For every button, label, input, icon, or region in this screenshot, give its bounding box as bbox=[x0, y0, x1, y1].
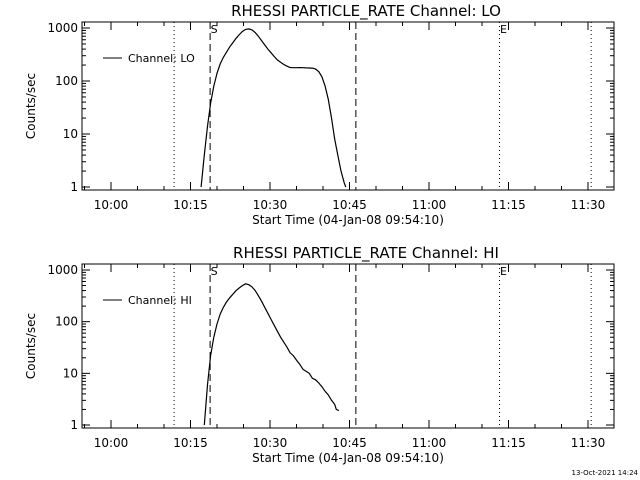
panel-lo: RHESSI PARTICLE_RATE Channel: LO Counts/s… bbox=[24, 2, 615, 227]
x-tick-label: 11:30 bbox=[571, 436, 606, 450]
plot-frame bbox=[81, 263, 615, 429]
x-tick-label: 10:15 bbox=[173, 198, 208, 212]
x-tick-label: 10:45 bbox=[332, 198, 367, 212]
print-timestamp: 13-Oct-2021 14:24 bbox=[572, 469, 639, 477]
event-marker-label: S bbox=[211, 23, 218, 36]
x-tick-label: 10:30 bbox=[253, 198, 288, 212]
series-line-channel-lo bbox=[200, 28, 347, 188]
y-axis-label: Counts/sec bbox=[24, 313, 38, 379]
x-tick-label: 10:15 bbox=[173, 436, 208, 450]
x-tick-label: 11:00 bbox=[412, 198, 447, 212]
x-axis-label: Start Time (04-Jan-08 09:54:10) bbox=[252, 213, 444, 227]
x-tick-label: 11:15 bbox=[491, 436, 526, 450]
legend-label: Channel: LO bbox=[128, 52, 195, 65]
y-tick-label: 1000 bbox=[47, 21, 78, 35]
event-marker-label: E bbox=[500, 23, 507, 36]
panel-hi: RHESSI PARTICLE_RATE Channel: HI Counts/s… bbox=[24, 244, 615, 465]
chart-title: RHESSI PARTICLE_RATE Channel: HI bbox=[233, 244, 499, 263]
y-tick-label: 100 bbox=[55, 74, 78, 88]
y-tick-label: 1 bbox=[70, 418, 78, 432]
x-tick-label: 10:45 bbox=[332, 436, 367, 450]
x-tick-label: 11:15 bbox=[491, 198, 526, 212]
series-line-channel-hi bbox=[203, 283, 340, 426]
event-marker-label: S bbox=[211, 265, 218, 278]
x-tick-label: 11:30 bbox=[571, 198, 606, 212]
event-marker-label: E bbox=[500, 265, 507, 278]
x-tick-label: 10:30 bbox=[253, 436, 288, 450]
legend-label: Channel: HI bbox=[128, 294, 192, 307]
y-axis-label: Counts/sec bbox=[24, 73, 38, 139]
y-tick-label: 1 bbox=[70, 180, 78, 194]
x-axis-label: Start Time (04-Jan-08 09:54:10) bbox=[252, 451, 444, 465]
chart-title: RHESSI PARTICLE_RATE Channel: LO bbox=[231, 2, 501, 21]
x-tick-label: 10:00 bbox=[94, 436, 129, 450]
plot-frame bbox=[81, 21, 615, 191]
y-tick-label: 1000 bbox=[47, 263, 78, 277]
y-tick-label: 10 bbox=[63, 366, 78, 380]
y-tick-label: 10 bbox=[63, 127, 78, 141]
y-tick-label: 100 bbox=[55, 315, 78, 329]
x-tick-label: 11:00 bbox=[412, 436, 447, 450]
x-tick-label: 10:00 bbox=[94, 198, 129, 212]
